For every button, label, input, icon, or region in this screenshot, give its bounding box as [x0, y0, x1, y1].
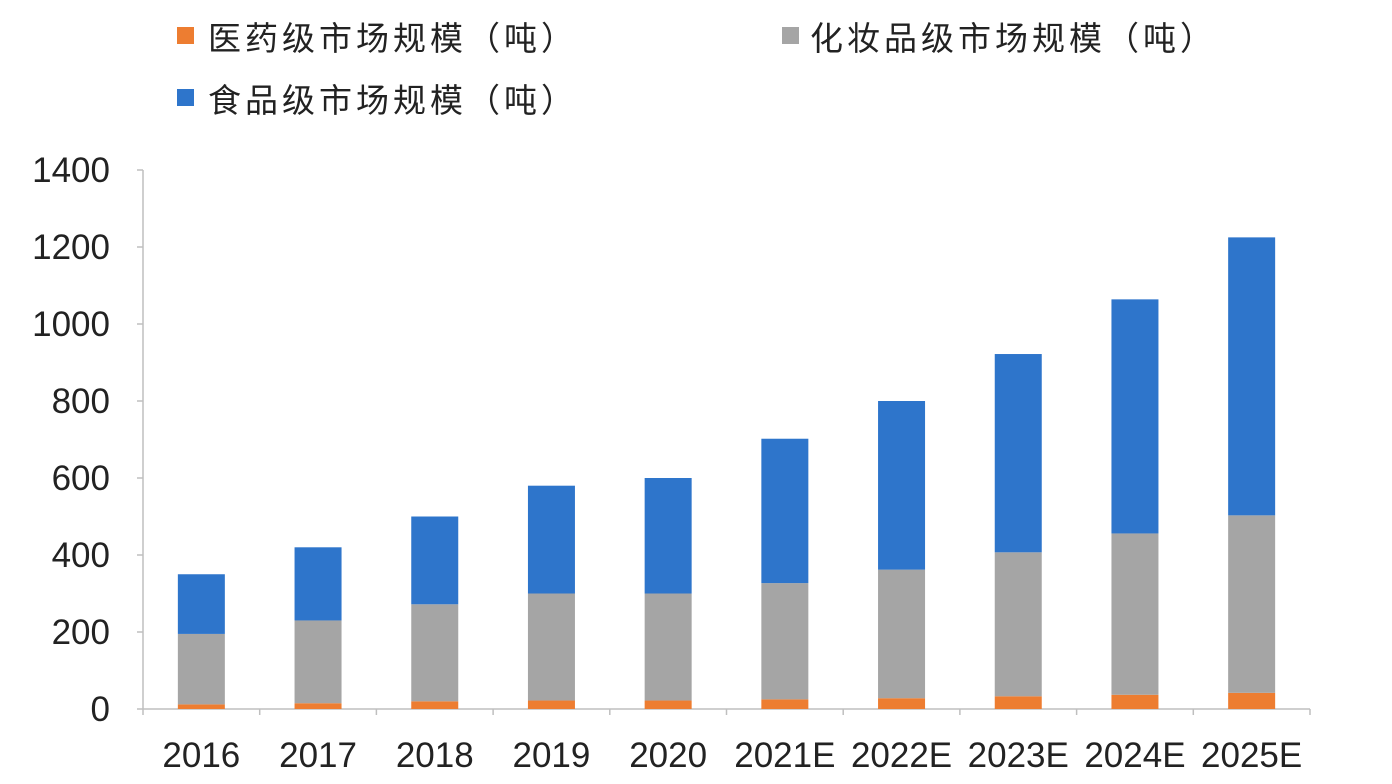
legend-label-food: 食品级市场规模（吨） [208, 81, 578, 120]
bar-food-2021E [761, 438, 809, 584]
bar-pharma-2021E [761, 699, 809, 709]
bar-stack-2022E [878, 401, 926, 709]
bar-food-2017 [294, 547, 342, 621]
y-tick-label: 1400 [32, 151, 110, 190]
y-tick-label: 1200 [32, 228, 110, 267]
bar-cosmetic-2021E [761, 583, 809, 700]
x-tick-label: 2017 [279, 736, 357, 775]
bar-pharma-2018 [411, 701, 459, 709]
bar-pharma-2023E [994, 696, 1042, 709]
y-tick-label: 800 [52, 382, 110, 421]
x-tick-label: 2020 [629, 736, 707, 775]
x-tick-label: 2022E [851, 736, 952, 775]
bar-stack-2020 [644, 478, 692, 709]
legend-swatch-pharma [177, 27, 194, 44]
y-tick-label: 200 [52, 613, 110, 652]
bar-pharma-2024E [1111, 694, 1159, 709]
legend-label-cosmetic: 化妆品级市场规模（吨） [810, 19, 1217, 58]
x-tick-label: 2019 [513, 736, 591, 775]
bar-stack-2018 [411, 516, 459, 709]
y-tick-label: 400 [52, 536, 110, 575]
bar-food-2020 [644, 478, 692, 594]
legend-item-pharma: 医药级市场规模（吨） [177, 19, 578, 58]
y-tick-label: 1000 [32, 305, 110, 344]
bar-pharma-2019 [527, 700, 575, 709]
bar-stack-2024E [1111, 299, 1159, 709]
bar-pharma-2022E [878, 698, 926, 709]
bar-stack-2017 [294, 547, 342, 709]
bar-stack-2021E [761, 438, 809, 709]
legend-item-food: 食品级市场规模（吨） [177, 81, 578, 120]
bar-cosmetic-2020 [644, 593, 692, 701]
bar-stack-2016 [177, 574, 225, 709]
bar-cosmetic-2016 [177, 633, 225, 705]
bar-pharma-2016 [177, 704, 225, 709]
bar-cosmetic-2022E [878, 569, 926, 699]
bar-food-2025E [1228, 237, 1276, 516]
bar-cosmetic-2017 [294, 620, 342, 704]
bar-cosmetic-2024E [1111, 533, 1159, 695]
legend-item-cosmetic: 化妆品级市场规模（吨） [782, 19, 1217, 58]
legend: 医药级市场规模（吨） 化妆品级市场规模（吨） 食品级市场规模（吨） [177, 19, 1217, 120]
legend-swatch-cosmetic [782, 27, 799, 44]
bar-cosmetic-2023E [994, 552, 1042, 697]
bar-stack-2025E [1228, 237, 1276, 709]
bar-cosmetic-2018 [411, 604, 459, 702]
legend-label-pharma: 医药级市场规模（吨） [208, 19, 578, 58]
bar-pharma-2017 [294, 703, 342, 709]
bar-pharma-2020 [644, 700, 692, 709]
bar-food-2019 [527, 485, 575, 594]
legend-swatch-food [177, 89, 194, 106]
y-tick-label: 0 [91, 690, 110, 729]
bar-stack-2019 [527, 485, 575, 709]
bar-pharma-2025E [1228, 692, 1276, 709]
x-tick-label: 2016 [162, 736, 240, 775]
bar-food-2018 [411, 516, 459, 605]
bar-stack-2023E [994, 354, 1042, 709]
x-tick-label: 2024E [1084, 736, 1185, 775]
bar-cosmetic-2019 [527, 593, 575, 701]
x-axis: 2016 2017 2018 2019 2020 2021E 2022E 2023E 2024E… [142, 708, 1311, 775]
x-tick-label: 2021E [734, 736, 835, 775]
bar-food-2023E [994, 354, 1042, 553]
bar-food-2024E [1111, 299, 1159, 534]
y-axis: 0 200 400 600 800 1000 1200 1400 [32, 151, 144, 729]
bars [177, 237, 1276, 709]
x-tick-label: 2023E [968, 736, 1069, 775]
bar-food-2022E [878, 401, 926, 570]
x-tick-label: 2025E [1201, 736, 1302, 775]
bar-food-2016 [177, 574, 225, 634]
bar-cosmetic-2025E [1228, 515, 1276, 693]
x-tick-label: 2018 [396, 736, 474, 775]
y-tick-label: 600 [52, 459, 110, 498]
